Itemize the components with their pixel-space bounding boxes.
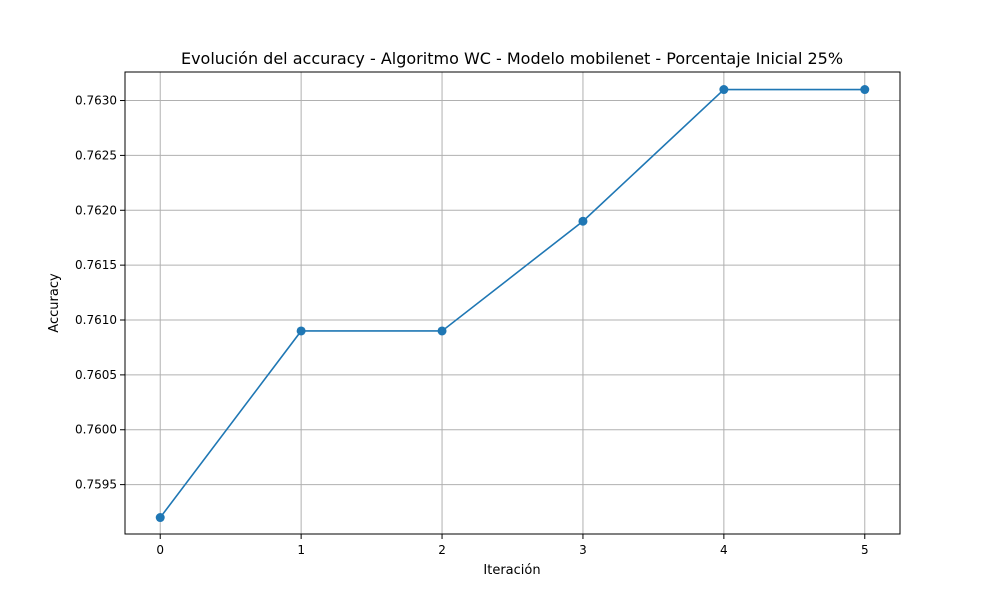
x-tick-label: 4 — [720, 543, 728, 557]
y-tick-label: 0.7625 — [75, 148, 117, 162]
data-point — [719, 85, 729, 95]
y-tick-label: 0.7615 — [75, 258, 117, 272]
y-tick-label: 0.7605 — [75, 368, 117, 382]
data-point — [296, 326, 306, 336]
x-tick-label: 0 — [156, 543, 164, 557]
x-tick-label: 1 — [297, 543, 305, 557]
plot-frame — [124, 71, 901, 535]
data-point — [155, 513, 165, 523]
y-tick-label: 0.7600 — [75, 423, 117, 437]
data-point — [860, 85, 870, 95]
x-tick-label: 5 — [861, 543, 869, 557]
x-tick-label: 2 — [438, 543, 446, 557]
y-axis-label: Accuracy — [47, 273, 62, 333]
data-point — [578, 216, 588, 226]
x-axis-label: Iteración — [483, 563, 540, 578]
grid — [125, 72, 900, 534]
ticks: 0 1 2 3 4 5 0.7595 0.7600 0.7605 0.7610 0.7615 0.76… — [75, 94, 869, 557]
chart-title: Evolución del accuracy - Algoritmo WC - … — [181, 49, 843, 68]
y-tick-label: 0.7630 — [75, 94, 117, 108]
series-line — [159, 88, 865, 519]
series — [155, 85, 870, 523]
y-tick-label: 0.7620 — [75, 203, 117, 217]
y-tick-label: 0.7610 — [75, 313, 117, 327]
data-point — [437, 326, 447, 336]
y-tick-label: 0.7595 — [75, 478, 117, 492]
x-tick-label: 3 — [579, 543, 587, 557]
